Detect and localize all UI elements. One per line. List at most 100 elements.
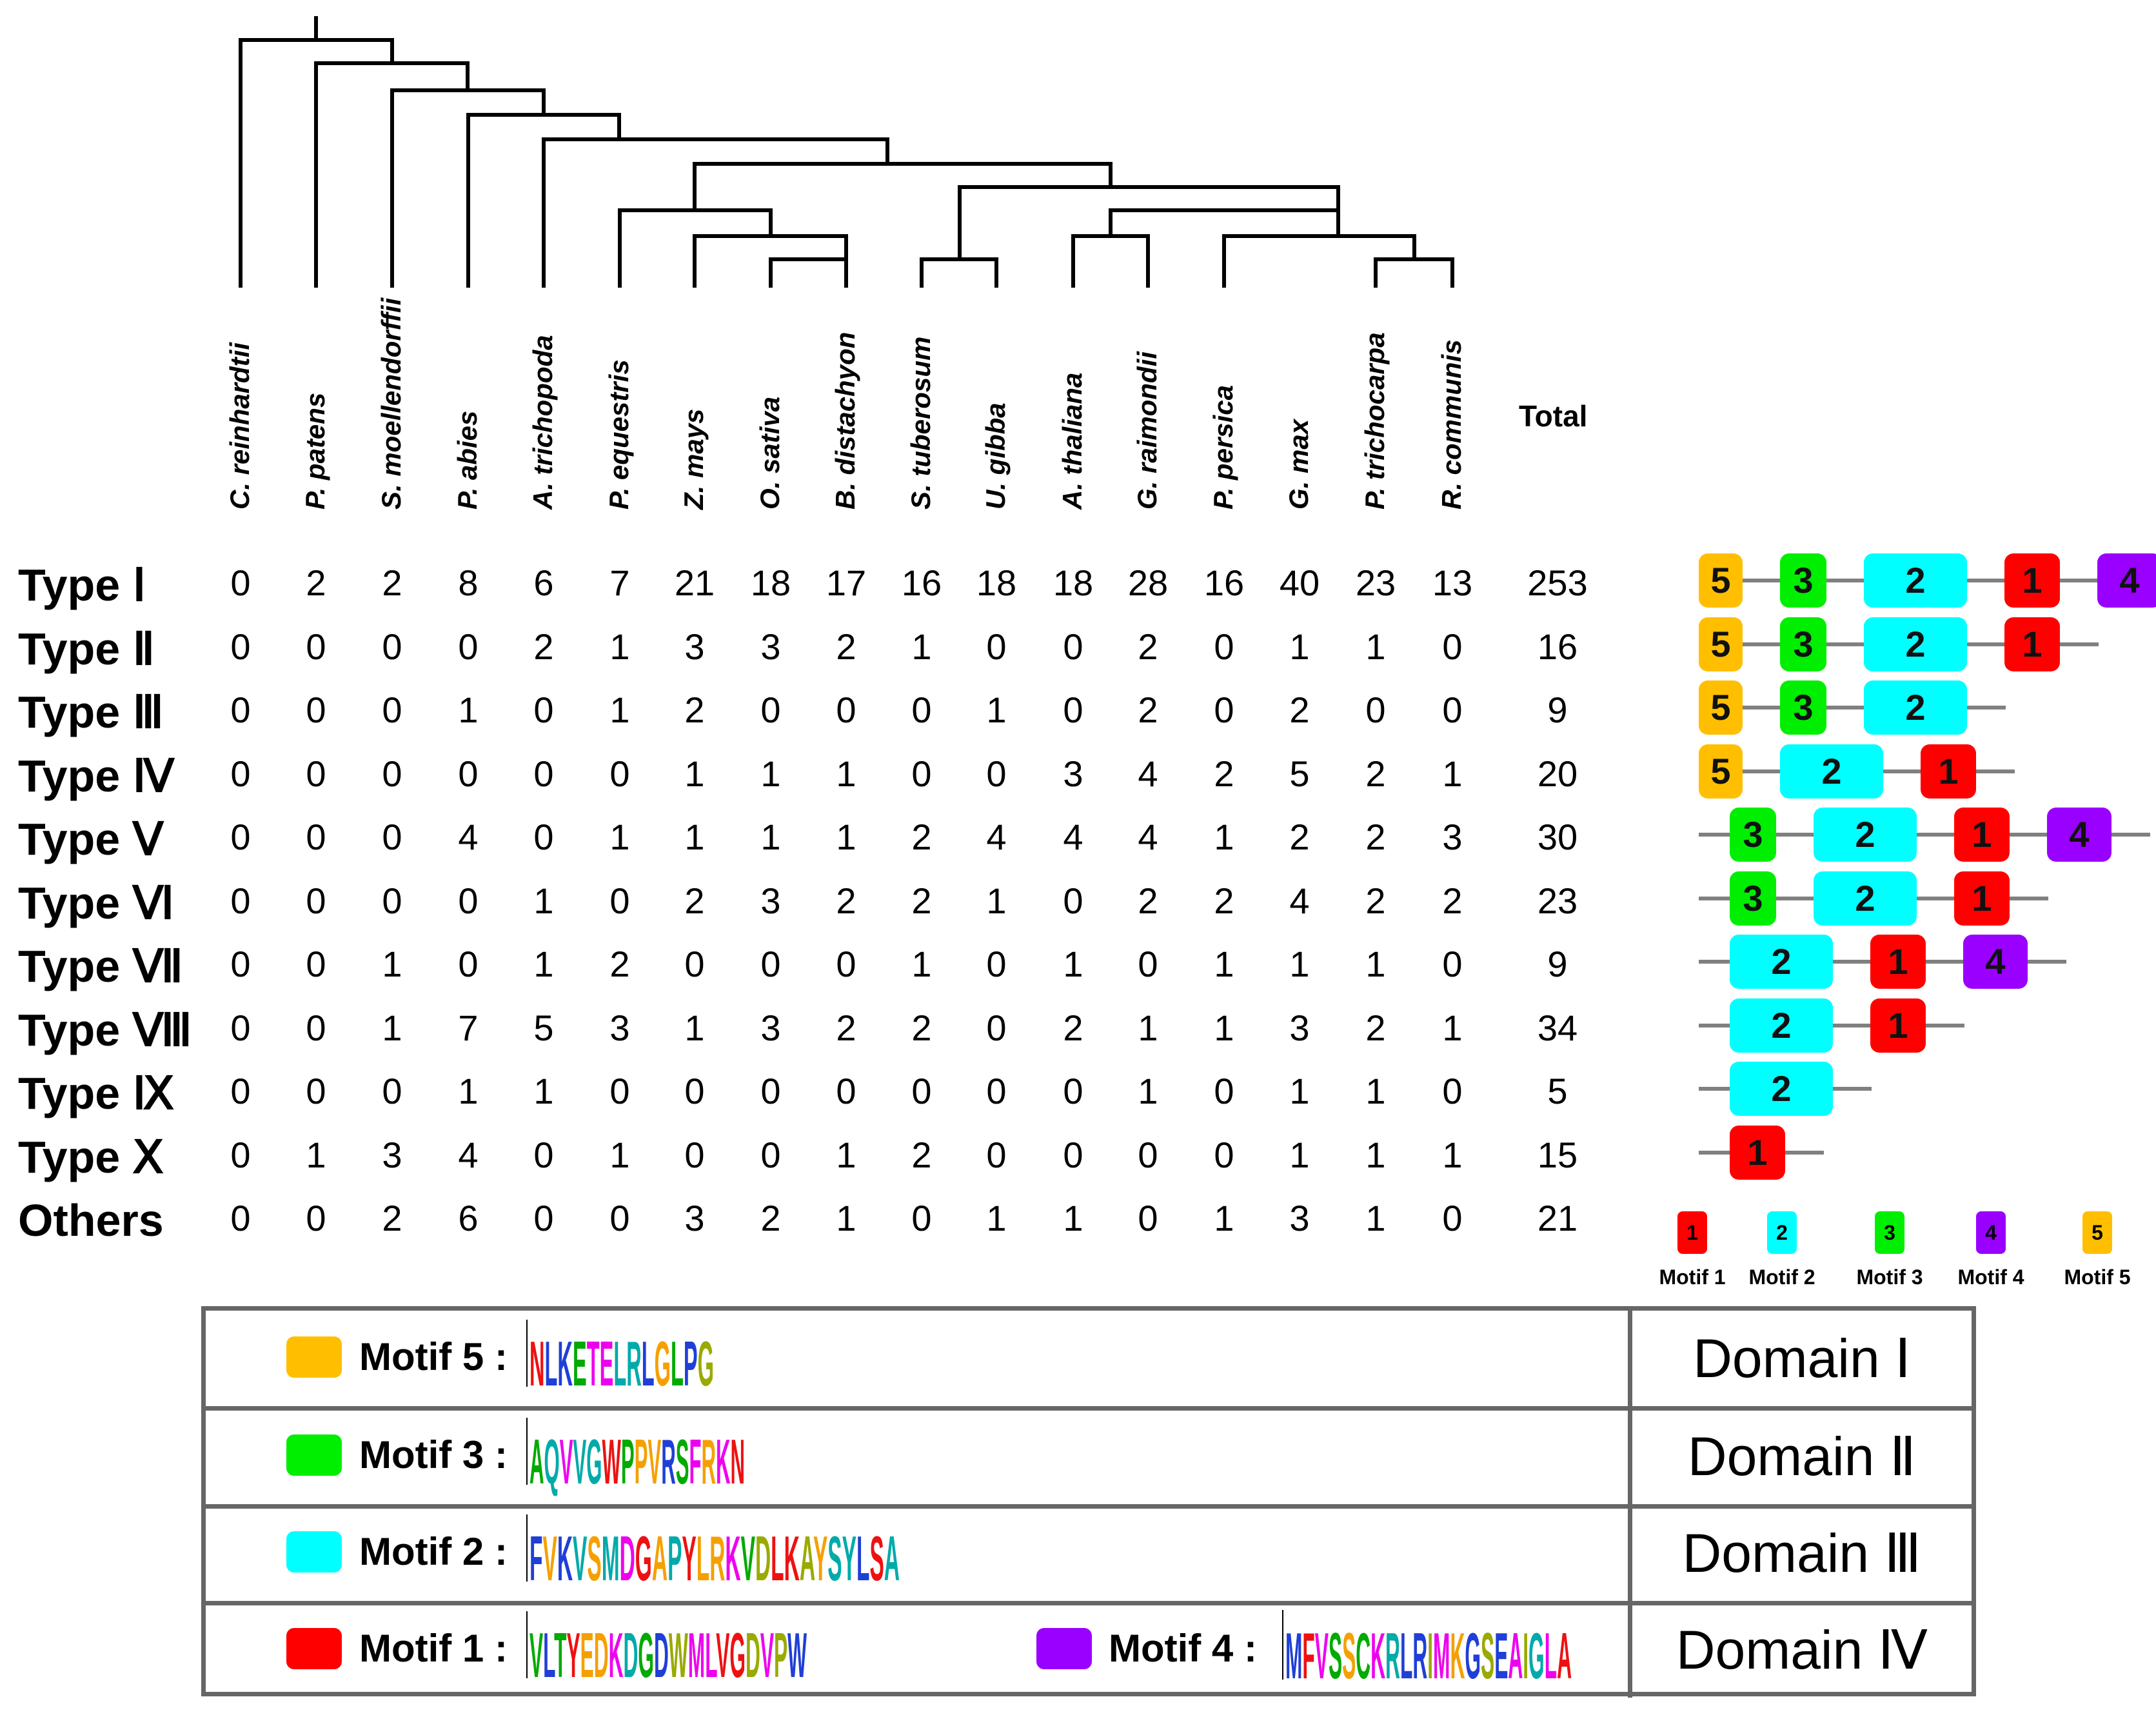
motif-label: Motif 4 : [1109,1627,1257,1670]
count-cell: 0 [836,944,856,984]
count-cell: 1 [1442,753,1463,794]
count-cell: 2 [382,562,402,603]
legend-motif-2-box: 2 [1767,1211,1797,1254]
count-cell: 0 [1442,1071,1463,1111]
legend-motif-2-label: Motif 2 [1748,1265,1815,1289]
count-cell: 1 [1214,944,1234,984]
count-cell: 1 [382,1007,402,1048]
count-cell: 21 [674,562,715,603]
species-name: P. trichocarpa [1360,332,1390,510]
count-cell: 4 [1138,753,1158,794]
count-cell: 7 [458,1007,479,1048]
count-cell: 1 [1063,1198,1083,1238]
count-cell: 1 [1365,1134,1386,1175]
motif-2-box: 2 [1730,998,1833,1053]
motif-2-box: 2 [1864,617,1967,671]
row-label: Type Ⅱ [18,623,155,674]
row-label: Type Ⅶ [18,941,184,991]
motif-2-box: 2 [1780,744,1883,799]
species-name: A. trichopoda [528,335,558,510]
count-cell: 0 [458,753,479,794]
domain-label: Domain Ⅳ [1676,1620,1928,1680]
count-cell: 2 [1365,880,1386,921]
domain-row: Motif 5 : NLKETELRLGLPG Domain Ⅰ [206,1311,1972,1411]
count-cell: 0 [382,753,402,794]
count-cell: 1 [1365,944,1386,984]
motif-1-box: 1 [1730,1125,1785,1180]
count-cell: 1 [609,626,630,667]
motif-5-box: 5 [1699,680,1743,735]
logo-sequence: AQVVGWPPVRSFRKN [529,1426,745,1496]
legend-motif-4-label: Motif 4 [1957,1265,2024,1289]
count-cell: 0 [306,626,326,667]
motif-backbone [1699,833,2150,837]
count-cell: 0 [911,1071,932,1111]
motif-color-swatch [286,1336,342,1378]
total-cell: 16 [1537,626,1578,667]
count-cell: 0 [986,1071,1007,1111]
count-cell: 1 [609,1134,630,1175]
count-cell: 1 [760,753,781,794]
logo-sequence: VLTYEDKDGDWMLVGDVPW [529,1620,807,1690]
count-cell: 1 [1289,944,1310,984]
motif-1-box: 1 [1921,744,1976,799]
count-cell: 0 [230,1071,251,1111]
count-cell: 0 [836,690,856,730]
count-cell: 1 [836,817,856,857]
count-cell: 5 [1289,753,1310,794]
count-cell: 2 [760,1198,781,1238]
motif-1-box: 1 [1954,808,2010,862]
domain-label: Domain Ⅲ [1682,1523,1922,1583]
count-cell: 5 [533,1007,554,1048]
column-divider [1628,1505,1632,1601]
count-cell: 0 [1214,1134,1234,1175]
count-cell: 4 [1289,880,1310,921]
count-cell: 4 [1138,817,1158,857]
count-cell: 0 [382,817,402,857]
count-cell: 0 [230,753,251,794]
count-cell: 2 [1063,1007,1083,1048]
domain-row: Motif 3 : AQVVGWPPVRSFRKN Domain Ⅱ [206,1409,1972,1509]
count-cell: 1 [609,690,630,730]
count-cell: 0 [1063,626,1083,667]
count-cell: 1 [836,753,856,794]
count-cell: 1 [1289,1071,1310,1111]
motif-label: Motif 2 : [359,1530,508,1573]
domain-table: Motif 5 : NLKETELRLGLPG Domain Ⅰ Motif 3 : A… [201,1306,1976,1698]
count-cell: 1 [458,1071,479,1111]
count-cell: 2 [911,880,932,921]
count-cell: 1 [1214,1007,1234,1048]
count-cell: 0 [609,880,630,921]
motif-color-swatch [286,1628,342,1669]
count-cell: 2 [1442,880,1463,921]
count-cell: 0 [1442,626,1463,667]
count-cell: 4 [986,817,1007,857]
count-cell: 3 [1289,1007,1310,1048]
sequence-logo: FVKVSMDGAPYLRKVDLKAYSYLSA [526,1514,900,1593]
count-cell: 0 [684,944,705,984]
count-cell: 16 [901,562,942,603]
species-name: S. tuberosum [905,336,936,510]
sequence-logo: NLKETELRLGLPG [526,1320,714,1398]
motif-label: Motif 5 : [359,1335,508,1378]
species-name: P. patens [300,392,330,510]
total-header: Total [1519,399,1588,433]
motif-1-box: 1 [1870,935,1926,989]
count-cell: 2 [684,880,705,921]
legend-motif-1-label: Motif 1 [1659,1265,1726,1289]
total-cell: 30 [1537,817,1578,857]
count-cell: 3 [609,1007,630,1048]
count-cell: 0 [609,753,630,794]
count-cell: 0 [458,944,479,984]
motif-2-box: 2 [1864,553,1967,608]
count-cell: 1 [533,944,554,984]
count-cell: 2 [1365,817,1386,857]
count-cell: 2 [1365,1007,1386,1048]
count-cell: 3 [1289,1198,1310,1238]
species-name: B. distachyon [830,332,860,510]
count-cell: 0 [760,1071,781,1111]
count-cell: 0 [911,1198,932,1238]
count-cell: 1 [986,880,1007,921]
count-cell: 1 [609,817,630,857]
count-cell: 0 [306,1198,326,1238]
